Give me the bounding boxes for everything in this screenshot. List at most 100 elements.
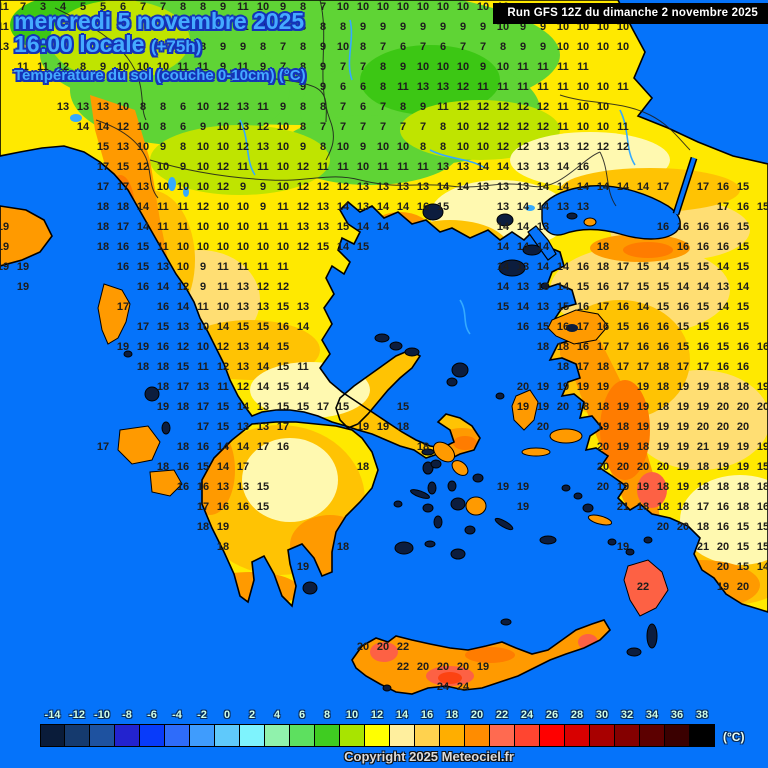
colorbar-tick-label: 24 xyxy=(520,709,534,721)
temperature-value: 18 xyxy=(737,381,749,393)
temperature-value: 16 xyxy=(717,321,729,333)
temperature-value: 14 xyxy=(457,181,470,193)
colorbar-swatch: 26 xyxy=(540,709,565,747)
temperature-value: 12 xyxy=(257,281,269,293)
temperature-value: 19 xyxy=(677,401,689,413)
temperature-value: 11 xyxy=(557,61,569,73)
temperature-value: 11 xyxy=(157,201,169,213)
temperature-value: 15 xyxy=(737,181,749,193)
temperature-value: 11 xyxy=(437,101,449,113)
temperature-value: 12 xyxy=(257,121,269,133)
temperature-value: 19 xyxy=(717,581,729,593)
temperature-value: 9 xyxy=(180,41,186,53)
temperature-value: 18 xyxy=(97,221,109,233)
temperature-value: 10 xyxy=(597,121,609,133)
temperature-value: 14 xyxy=(557,261,570,273)
temperature-value: 14 xyxy=(337,241,350,253)
temperature-value: 13 xyxy=(417,81,429,93)
temperature-value: 14 xyxy=(717,261,730,273)
temperature-value: 17 xyxy=(197,501,209,513)
temperature-value: 8 xyxy=(300,1,306,13)
colorbar-tick-label: 22 xyxy=(495,709,509,721)
temperature-value: 18 xyxy=(337,541,349,553)
temperature-value: 10 xyxy=(597,81,609,93)
temperature-value: 18 xyxy=(177,401,189,413)
temperature-value: 18 xyxy=(717,381,729,393)
temperature-value: 20 xyxy=(737,421,749,433)
temperature-value: 8 xyxy=(420,141,426,153)
temperature-value: 11 xyxy=(0,21,9,33)
temperature-value: 16 xyxy=(697,341,709,353)
temperature-value: 15 xyxy=(697,301,709,313)
temperature-value: 5 xyxy=(80,1,86,13)
temperature-value: 10 xyxy=(617,41,629,53)
temperature-value: 18 xyxy=(157,381,169,393)
temperature-value: 15 xyxy=(737,561,749,573)
temperature-value: 13 xyxy=(177,321,189,333)
temperature-value: 20 xyxy=(597,481,609,493)
colorbar-tick-label: -14 xyxy=(44,709,61,721)
temperature-value: 11 xyxy=(37,61,49,73)
temperature-value: 18 xyxy=(157,361,169,373)
temperature-value: 8 xyxy=(200,1,206,13)
temperature-value: 14 xyxy=(377,201,390,213)
copyright-notice[interactable]: Copyright 2025 Meteociel.fr xyxy=(344,749,514,764)
temperature-value: 16 xyxy=(237,501,249,513)
temperature-value: 19 xyxy=(617,481,629,493)
temperature-value: 19 xyxy=(297,561,309,573)
temperature-value: 16 xyxy=(657,321,669,333)
temperature-value: 14 xyxy=(217,321,230,333)
temperature-value: 7 xyxy=(420,121,426,133)
temperature-value: 19 xyxy=(677,441,689,453)
temperature-value: 16 xyxy=(717,221,729,233)
country-borders xyxy=(54,0,691,207)
temperature-value: 14 xyxy=(397,201,410,213)
colorbar-tick-label: -8 xyxy=(122,709,132,721)
temperature-value: 13 xyxy=(517,261,529,273)
temperature-value: 15 xyxy=(177,361,189,373)
temperature-value: 11 xyxy=(177,221,189,233)
colorbar-swatch: 34 xyxy=(640,709,665,747)
temperature-value: 19 xyxy=(657,441,669,453)
temperature-value: 15 xyxy=(277,381,289,393)
temperature-value: 19 xyxy=(637,421,649,433)
temperature-value: 17 xyxy=(577,321,589,333)
temperature-value: 10 xyxy=(157,61,169,73)
temperature-value: 14 xyxy=(497,281,510,293)
temperature-value: 10 xyxy=(337,141,349,153)
temperature-value: 11 xyxy=(257,161,269,173)
temperature-value: 14 xyxy=(257,381,270,393)
temperature-value: 8 xyxy=(300,21,306,33)
temperature-value: 20 xyxy=(417,661,429,673)
temperature-value: 13 xyxy=(237,361,249,373)
temperature-value: 8 xyxy=(300,101,306,113)
temperature-value: 13 xyxy=(317,201,329,213)
temperature-value: 15 xyxy=(317,241,329,253)
temperature-value: 18 xyxy=(697,481,709,493)
temperature-value: 19 xyxy=(737,441,749,453)
temperature-value: 13 xyxy=(237,281,249,293)
temperature-value: 11 xyxy=(217,261,229,273)
temperature-value: 17 xyxy=(97,161,109,173)
temperature-value: 17 xyxy=(197,421,209,433)
temperature-value: 8 xyxy=(380,61,386,73)
temperature-value: 11 xyxy=(277,261,289,273)
temperature-value: 13 xyxy=(537,141,549,153)
temperature-value: 18 xyxy=(417,441,429,453)
temperature-value: 10 xyxy=(197,221,209,233)
temperature-value: 17 xyxy=(657,181,669,193)
colorbar-swatch: 12 xyxy=(365,709,390,747)
temperature-value: 10 xyxy=(377,1,389,13)
temperature-value: 15 xyxy=(197,461,209,473)
temperature-value: 14 xyxy=(257,341,270,353)
colorbar-swatch: -14 xyxy=(40,709,65,747)
temperature-value: 14 xyxy=(517,301,530,313)
temperature-value: 10 xyxy=(217,301,229,313)
temperature-value: 15 xyxy=(217,421,229,433)
temperature-value: 13 xyxy=(517,181,529,193)
temperature-value: 15 xyxy=(277,361,289,373)
temperature-value: 17 xyxy=(117,181,129,193)
temperature-value: 14 xyxy=(157,281,170,293)
